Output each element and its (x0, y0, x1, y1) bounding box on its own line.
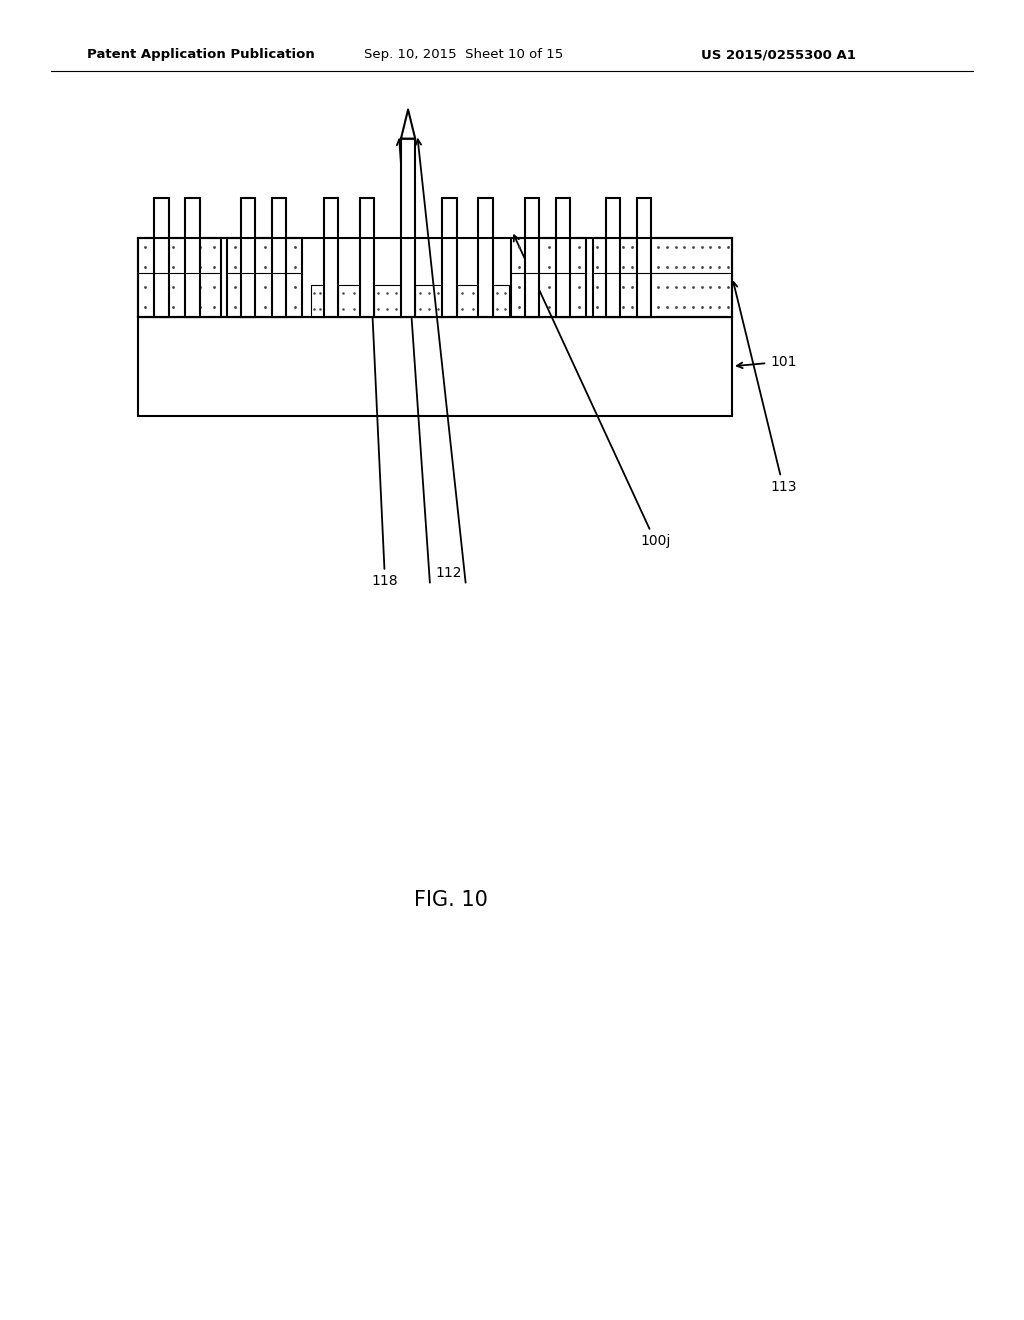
Text: 112: 112 (435, 566, 462, 581)
Bar (457, 285, 478, 317)
Bar (338, 285, 359, 317)
Bar (593, 238, 732, 317)
Text: 100j: 100j (514, 235, 671, 548)
Bar (185, 198, 200, 317)
Text: FIG. 10: FIG. 10 (414, 890, 487, 911)
Bar (241, 198, 255, 317)
Bar (324, 198, 338, 317)
Bar (478, 198, 493, 317)
Bar (606, 198, 621, 317)
Bar (155, 198, 169, 317)
Bar (374, 285, 401, 317)
Text: Patent Application Publication: Patent Application Publication (87, 49, 314, 61)
Text: 118: 118 (365, 199, 398, 589)
Bar (401, 139, 415, 317)
Bar (272, 198, 286, 317)
Text: Sep. 10, 2015  Sheet 10 of 15: Sep. 10, 2015 Sheet 10 of 15 (364, 49, 563, 61)
Bar (415, 285, 442, 317)
Bar (359, 198, 374, 317)
Bar (511, 238, 587, 317)
Bar (442, 198, 457, 317)
Bar (227, 238, 302, 317)
Bar (525, 198, 539, 317)
Text: 101: 101 (737, 355, 797, 368)
Bar (138, 238, 221, 317)
Text: 113: 113 (732, 282, 797, 494)
Bar (138, 317, 732, 416)
Bar (311, 285, 324, 317)
Bar (556, 198, 570, 317)
Bar (637, 198, 651, 317)
Polygon shape (401, 110, 415, 139)
Text: US 2015/0255300 A1: US 2015/0255300 A1 (701, 49, 856, 61)
Bar (493, 285, 509, 317)
